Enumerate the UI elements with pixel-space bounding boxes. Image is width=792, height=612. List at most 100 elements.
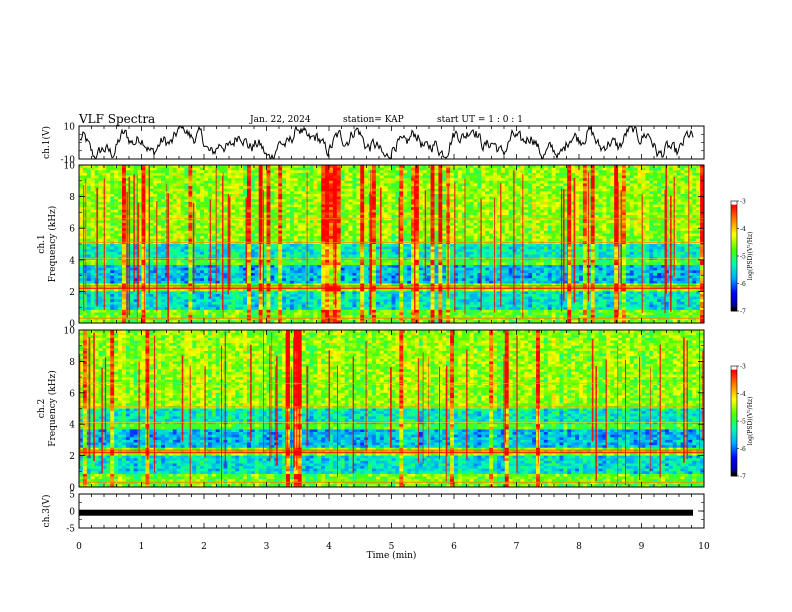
spectrogram-cell — [79, 207, 84, 211]
spectrogram-cell — [161, 215, 166, 219]
spectrogram-cell — [551, 201, 556, 205]
spectrogram-cell — [200, 199, 205, 203]
spectrogram-cell — [414, 241, 420, 245]
spectrogram-cell — [305, 180, 310, 184]
spectrogram-cell — [192, 228, 197, 232]
spectrogram-cell — [672, 209, 678, 213]
spectrogram-cell — [157, 167, 162, 171]
spectrogram-cell — [235, 178, 240, 182]
spectrogram-cell — [121, 183, 127, 187]
spectrogram-cell — [286, 186, 291, 190]
spectrogram-cell — [364, 196, 369, 200]
spectrogram-cell — [254, 230, 260, 234]
spectrogram-cell — [688, 188, 693, 192]
spectrogram-cell — [582, 175, 588, 179]
spectrogram-cell — [590, 167, 596, 171]
spectrogram-cell — [157, 238, 162, 242]
spectrogram-cell — [426, 167, 431, 171]
spectrogram-cell — [282, 186, 287, 190]
spectrogram-cell — [649, 199, 654, 203]
spectrogram-cell — [430, 201, 435, 205]
spectrogram-cell — [571, 220, 576, 224]
spectrogram-cell — [180, 167, 185, 171]
spectrogram-cell — [121, 175, 127, 179]
spectrogram-cell — [618, 165, 623, 169]
spectrogram-cell — [528, 217, 533, 221]
spectrogram-cell — [110, 207, 115, 211]
spectrogram-cell — [118, 186, 123, 190]
spectrogram-cell — [321, 222, 326, 226]
spectrogram-cell — [657, 215, 662, 219]
spectrogram-cell — [496, 172, 502, 176]
spectrogram-cell — [625, 175, 631, 179]
spectrogram-cell — [532, 222, 537, 226]
spectrogram-cell — [153, 236, 158, 240]
spectrogram-cell — [571, 233, 576, 237]
spectrogram-cell — [450, 204, 455, 208]
spectrogram-cell — [262, 167, 267, 171]
spectrogram-cell — [399, 212, 404, 216]
spectrogram-cell — [321, 220, 326, 224]
spectrogram-cell — [442, 209, 447, 213]
spectrogram-cell — [473, 233, 478, 237]
spectrogram-cell — [293, 201, 299, 205]
spectrogram-cell — [184, 212, 189, 216]
spectrogram-cell — [657, 238, 662, 242]
spectrogram-cell — [360, 241, 365, 245]
spectrogram-cell — [90, 178, 96, 182]
spectrogram-cell — [305, 241, 310, 245]
spectrogram-cell — [395, 188, 400, 192]
spectrogram-cell — [141, 228, 146, 232]
spectrogram-cell — [473, 236, 478, 240]
spectrogram-cell — [551, 196, 556, 200]
spectrogram-cell — [250, 212, 256, 216]
spectrogram-cell — [254, 241, 260, 245]
spectrogram-cell — [371, 212, 377, 216]
spectrogram-cell — [196, 201, 201, 205]
spectrogram-cell — [289, 220, 295, 224]
spectrogram-cell — [657, 183, 662, 187]
spectrogram-cell — [305, 201, 310, 205]
spectrogram-cell — [434, 217, 439, 221]
spectrogram-cell — [481, 193, 486, 197]
spectrogram-cell — [286, 225, 291, 229]
spectrogram-cell — [184, 230, 189, 234]
spectrogram-cell — [98, 233, 103, 237]
spectrogram-cell — [524, 180, 529, 184]
spectrogram-cell — [336, 228, 342, 232]
spectrogram-cell — [532, 241, 537, 245]
spectrogram-cell — [352, 207, 357, 211]
spectrogram-cell — [204, 209, 209, 213]
spectrogram-cell — [161, 230, 166, 234]
spectrogram-cell — [184, 225, 189, 229]
spectrogram-cell — [301, 212, 306, 216]
spectrogram-cell — [489, 236, 494, 240]
spectrogram-cell — [192, 175, 197, 179]
spectrogram-cell — [684, 230, 689, 234]
spectrogram-cell — [321, 180, 326, 184]
spectrogram-cell — [418, 236, 424, 240]
spectrogram-cell — [278, 178, 283, 182]
spectrogram-cell — [629, 167, 635, 171]
spectrogram-cell — [477, 170, 482, 174]
spectrogram-cell — [211, 215, 217, 219]
spectrogram-cell — [317, 199, 322, 203]
spectrogram-cell — [79, 186, 84, 190]
spectrogram-cell — [618, 180, 623, 184]
spectrogram-cell — [543, 207, 549, 211]
spectrogram-cell — [82, 170, 88, 174]
spectrogram-cell — [184, 175, 189, 179]
spectrogram-cell — [250, 191, 256, 195]
spectrogram-cell — [250, 180, 256, 184]
spectrogram-cell — [664, 172, 670, 176]
spectrogram-cell — [153, 199, 158, 203]
spectrogram-cell — [149, 199, 154, 203]
spectrogram-cell — [360, 175, 365, 179]
spectrogram-cell — [188, 167, 193, 171]
spectrogram-cell — [243, 215, 248, 219]
spectrogram-cell — [196, 188, 201, 192]
spectrogram-cell — [411, 178, 416, 182]
spectrogram-cell — [661, 238, 666, 242]
spectrogram-cell — [301, 180, 306, 184]
spectrogram-cell — [469, 228, 474, 232]
